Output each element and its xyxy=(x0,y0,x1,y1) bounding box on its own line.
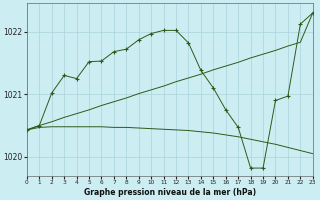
X-axis label: Graphe pression niveau de la mer (hPa): Graphe pression niveau de la mer (hPa) xyxy=(84,188,256,197)
